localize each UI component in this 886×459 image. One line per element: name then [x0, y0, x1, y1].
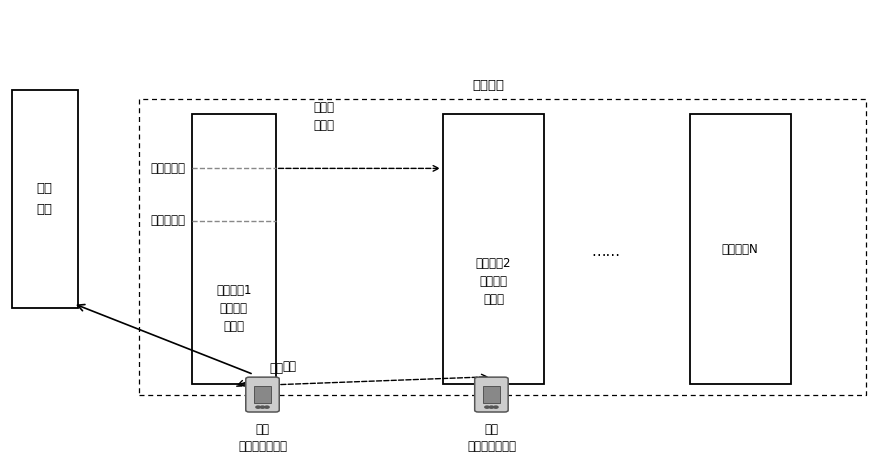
Text: 媒体节点N: 媒体节点N [722, 242, 758, 256]
Circle shape [494, 406, 498, 408]
FancyBboxPatch shape [245, 377, 279, 412]
Bar [443, 114, 544, 384]
Bar [483, 386, 500, 403]
Circle shape [265, 406, 269, 408]
FancyBboxPatch shape [475, 377, 509, 412]
Text: 上传: 上传 [269, 362, 284, 375]
Bar [689, 114, 791, 384]
Text: 第二水位线: 第二水位线 [150, 162, 185, 175]
Text: 终端
（播放音视频）: 终端 （播放音视频） [467, 423, 516, 453]
Circle shape [260, 406, 265, 408]
Text: 媒体集群: 媒体集群 [472, 79, 504, 92]
Bar [139, 99, 866, 395]
Circle shape [256, 406, 260, 408]
Text: ……: …… [591, 244, 620, 259]
Bar [254, 386, 271, 403]
Circle shape [489, 406, 494, 408]
Text: 媒体节点1
（主媒体
节点）: 媒体节点1 （主媒体 节点） [216, 284, 252, 333]
Bar [12, 90, 78, 308]
Text: 媒体节点2
（辅媒体
节点）: 媒体节点2 （辅媒体 节点） [476, 257, 511, 306]
Bar [192, 114, 276, 384]
Text: 转辅媒
体节点: 转辅媒 体节点 [314, 101, 335, 132]
Text: 终端
（采集音视频）: 终端 （采集音视频） [238, 423, 287, 453]
Text: 下载: 下载 [283, 360, 296, 373]
Circle shape [485, 406, 489, 408]
Text: 第一水位线: 第一水位线 [150, 214, 185, 227]
Text: 管理
节点: 管理 节点 [36, 182, 52, 216]
